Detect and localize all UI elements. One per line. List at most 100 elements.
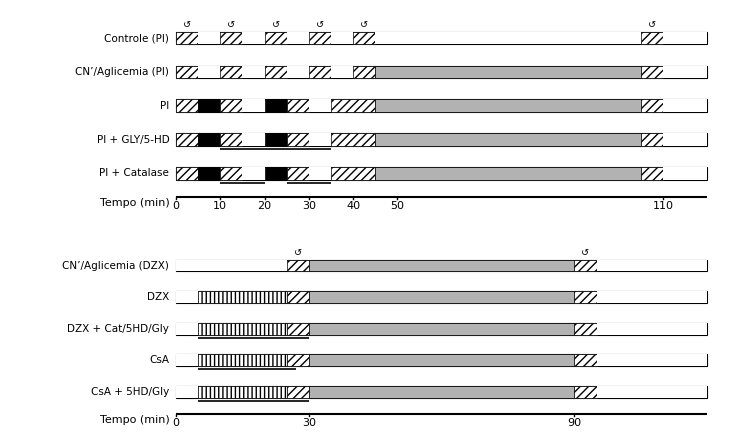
Bar (264, 32, 287, 45)
Bar (309, 260, 575, 271)
Bar (176, 167, 707, 179)
Text: Controle (PI): Controle (PI) (104, 33, 169, 43)
Bar (198, 355, 287, 366)
Text: ↺: ↺ (227, 20, 235, 30)
Bar (176, 323, 707, 335)
Bar (220, 133, 242, 146)
Text: ↺: ↺ (272, 20, 280, 30)
Bar (575, 260, 596, 271)
Text: DZX: DZX (147, 292, 169, 302)
Bar (220, 66, 242, 78)
Bar (287, 32, 309, 45)
Text: 30: 30 (301, 418, 316, 428)
Bar (375, 99, 641, 112)
Text: 90: 90 (567, 418, 582, 428)
Bar (331, 167, 375, 179)
Bar (287, 133, 309, 146)
Bar (176, 66, 707, 78)
Text: 20: 20 (258, 201, 272, 211)
Bar (641, 66, 663, 78)
Bar (220, 167, 242, 179)
Bar (309, 355, 575, 366)
Bar (641, 167, 663, 179)
Text: 10: 10 (213, 201, 227, 211)
Bar (176, 99, 198, 112)
Bar (353, 66, 375, 78)
Text: Tempo (min): Tempo (min) (99, 198, 169, 208)
Bar (331, 66, 353, 78)
Bar (198, 167, 220, 179)
Bar (375, 66, 641, 78)
Bar (641, 133, 663, 146)
Bar (264, 167, 287, 179)
Text: 0: 0 (172, 201, 180, 211)
Bar (331, 32, 353, 45)
Text: 40: 40 (346, 201, 360, 211)
Bar (596, 260, 707, 271)
Text: ↺: ↺ (648, 20, 656, 30)
Text: ↺: ↺ (360, 20, 368, 30)
Bar (575, 355, 596, 366)
Bar (663, 167, 707, 179)
Bar (198, 323, 287, 335)
Bar (176, 167, 198, 179)
Bar (242, 167, 264, 179)
Bar (287, 260, 309, 271)
Text: CsA + 5HD/Gly: CsA + 5HD/Gly (91, 387, 169, 397)
Text: 30: 30 (301, 201, 316, 211)
Bar (331, 99, 375, 112)
Bar (375, 167, 641, 179)
Text: PI + Catalase: PI + Catalase (99, 168, 169, 178)
Bar (309, 323, 575, 335)
Bar (375, 133, 641, 146)
Bar (220, 32, 242, 45)
Bar (176, 355, 707, 366)
Bar (575, 386, 596, 398)
Bar (309, 386, 575, 398)
Bar (242, 32, 264, 45)
Bar (309, 66, 331, 78)
Text: CN’/Aglicemia (PI): CN’/Aglicemia (PI) (75, 67, 169, 77)
Text: ↺: ↺ (316, 20, 324, 30)
Text: ↺: ↺ (183, 20, 191, 30)
Bar (176, 291, 707, 303)
Bar (176, 355, 198, 366)
Bar (331, 133, 375, 146)
Bar (176, 66, 198, 78)
Bar (309, 291, 575, 303)
Bar (176, 323, 198, 335)
Bar (264, 66, 287, 78)
Bar (596, 355, 707, 366)
Bar (198, 66, 220, 78)
Bar (287, 323, 309, 335)
Bar (309, 133, 331, 146)
Bar (641, 99, 663, 112)
Bar (176, 133, 707, 146)
Bar (242, 133, 264, 146)
Bar (309, 32, 331, 45)
Bar (596, 291, 707, 303)
Bar (287, 99, 309, 112)
Bar (176, 32, 707, 45)
Bar (176, 291, 198, 303)
Bar (663, 32, 707, 45)
Bar (176, 386, 707, 398)
Bar (198, 32, 220, 45)
Bar (663, 66, 707, 78)
Bar (176, 260, 287, 271)
Text: CsA: CsA (150, 355, 169, 365)
Bar (198, 133, 220, 146)
Bar (264, 133, 287, 146)
Bar (220, 99, 242, 112)
Bar (575, 291, 596, 303)
Bar (198, 291, 287, 303)
Bar (176, 133, 198, 146)
Text: ↺: ↺ (582, 248, 590, 258)
Bar (198, 99, 220, 112)
Text: 50: 50 (391, 201, 404, 211)
Bar (575, 323, 596, 335)
Bar (264, 99, 287, 112)
Text: Tempo (min): Tempo (min) (99, 415, 169, 425)
Bar (287, 386, 309, 398)
Text: ↺: ↺ (293, 248, 301, 258)
